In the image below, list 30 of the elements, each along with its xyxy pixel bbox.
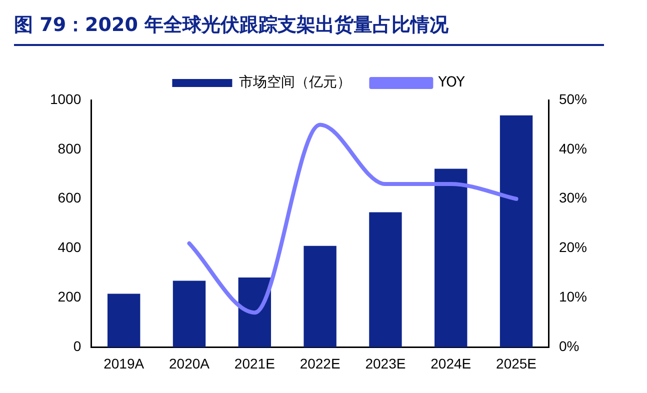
y2-tick-label: 20% <box>558 239 588 256</box>
bar <box>107 294 140 348</box>
y2-tick-label: 40% <box>558 140 588 156</box>
x-tick-label: 2024E <box>430 355 472 372</box>
x-tick-label: 2025E <box>496 355 537 372</box>
bar <box>369 212 402 348</box>
x-tick-label: 2019A <box>104 355 145 372</box>
bar <box>238 277 272 348</box>
bar <box>172 280 206 348</box>
bar <box>500 115 533 348</box>
line-series <box>187 122 518 315</box>
bar <box>434 168 468 348</box>
y-tick-label: 800 <box>58 140 82 156</box>
x-tick-label: 2020A <box>169 355 210 372</box>
y-tick-label: 200 <box>58 288 82 305</box>
x-tick-label: 2021E <box>234 355 275 372</box>
y-tick-label: 400 <box>58 239 82 256</box>
y2-tick-label: 0% <box>558 338 580 354</box>
y-tick-label: 0 <box>73 338 82 354</box>
x-tick-label: 2023E <box>365 355 406 372</box>
chart-title: 图 79：2020 年全球光伏跟踪支架出货量占比情况 <box>14 12 604 46</box>
y2-tick-label: 50% <box>558 90 588 107</box>
legend-label: YOY <box>437 74 466 91</box>
y-tick-label: 1000 <box>50 90 82 107</box>
y2-tick-label: 30% <box>558 190 588 206</box>
y-tick-label: 600 <box>58 190 82 206</box>
y2-tick-label: 10% <box>558 288 588 305</box>
bar <box>304 246 336 348</box>
x-tick-label: 2022E <box>300 355 340 372</box>
legend-label: 市场空间（亿元） <box>239 74 352 91</box>
